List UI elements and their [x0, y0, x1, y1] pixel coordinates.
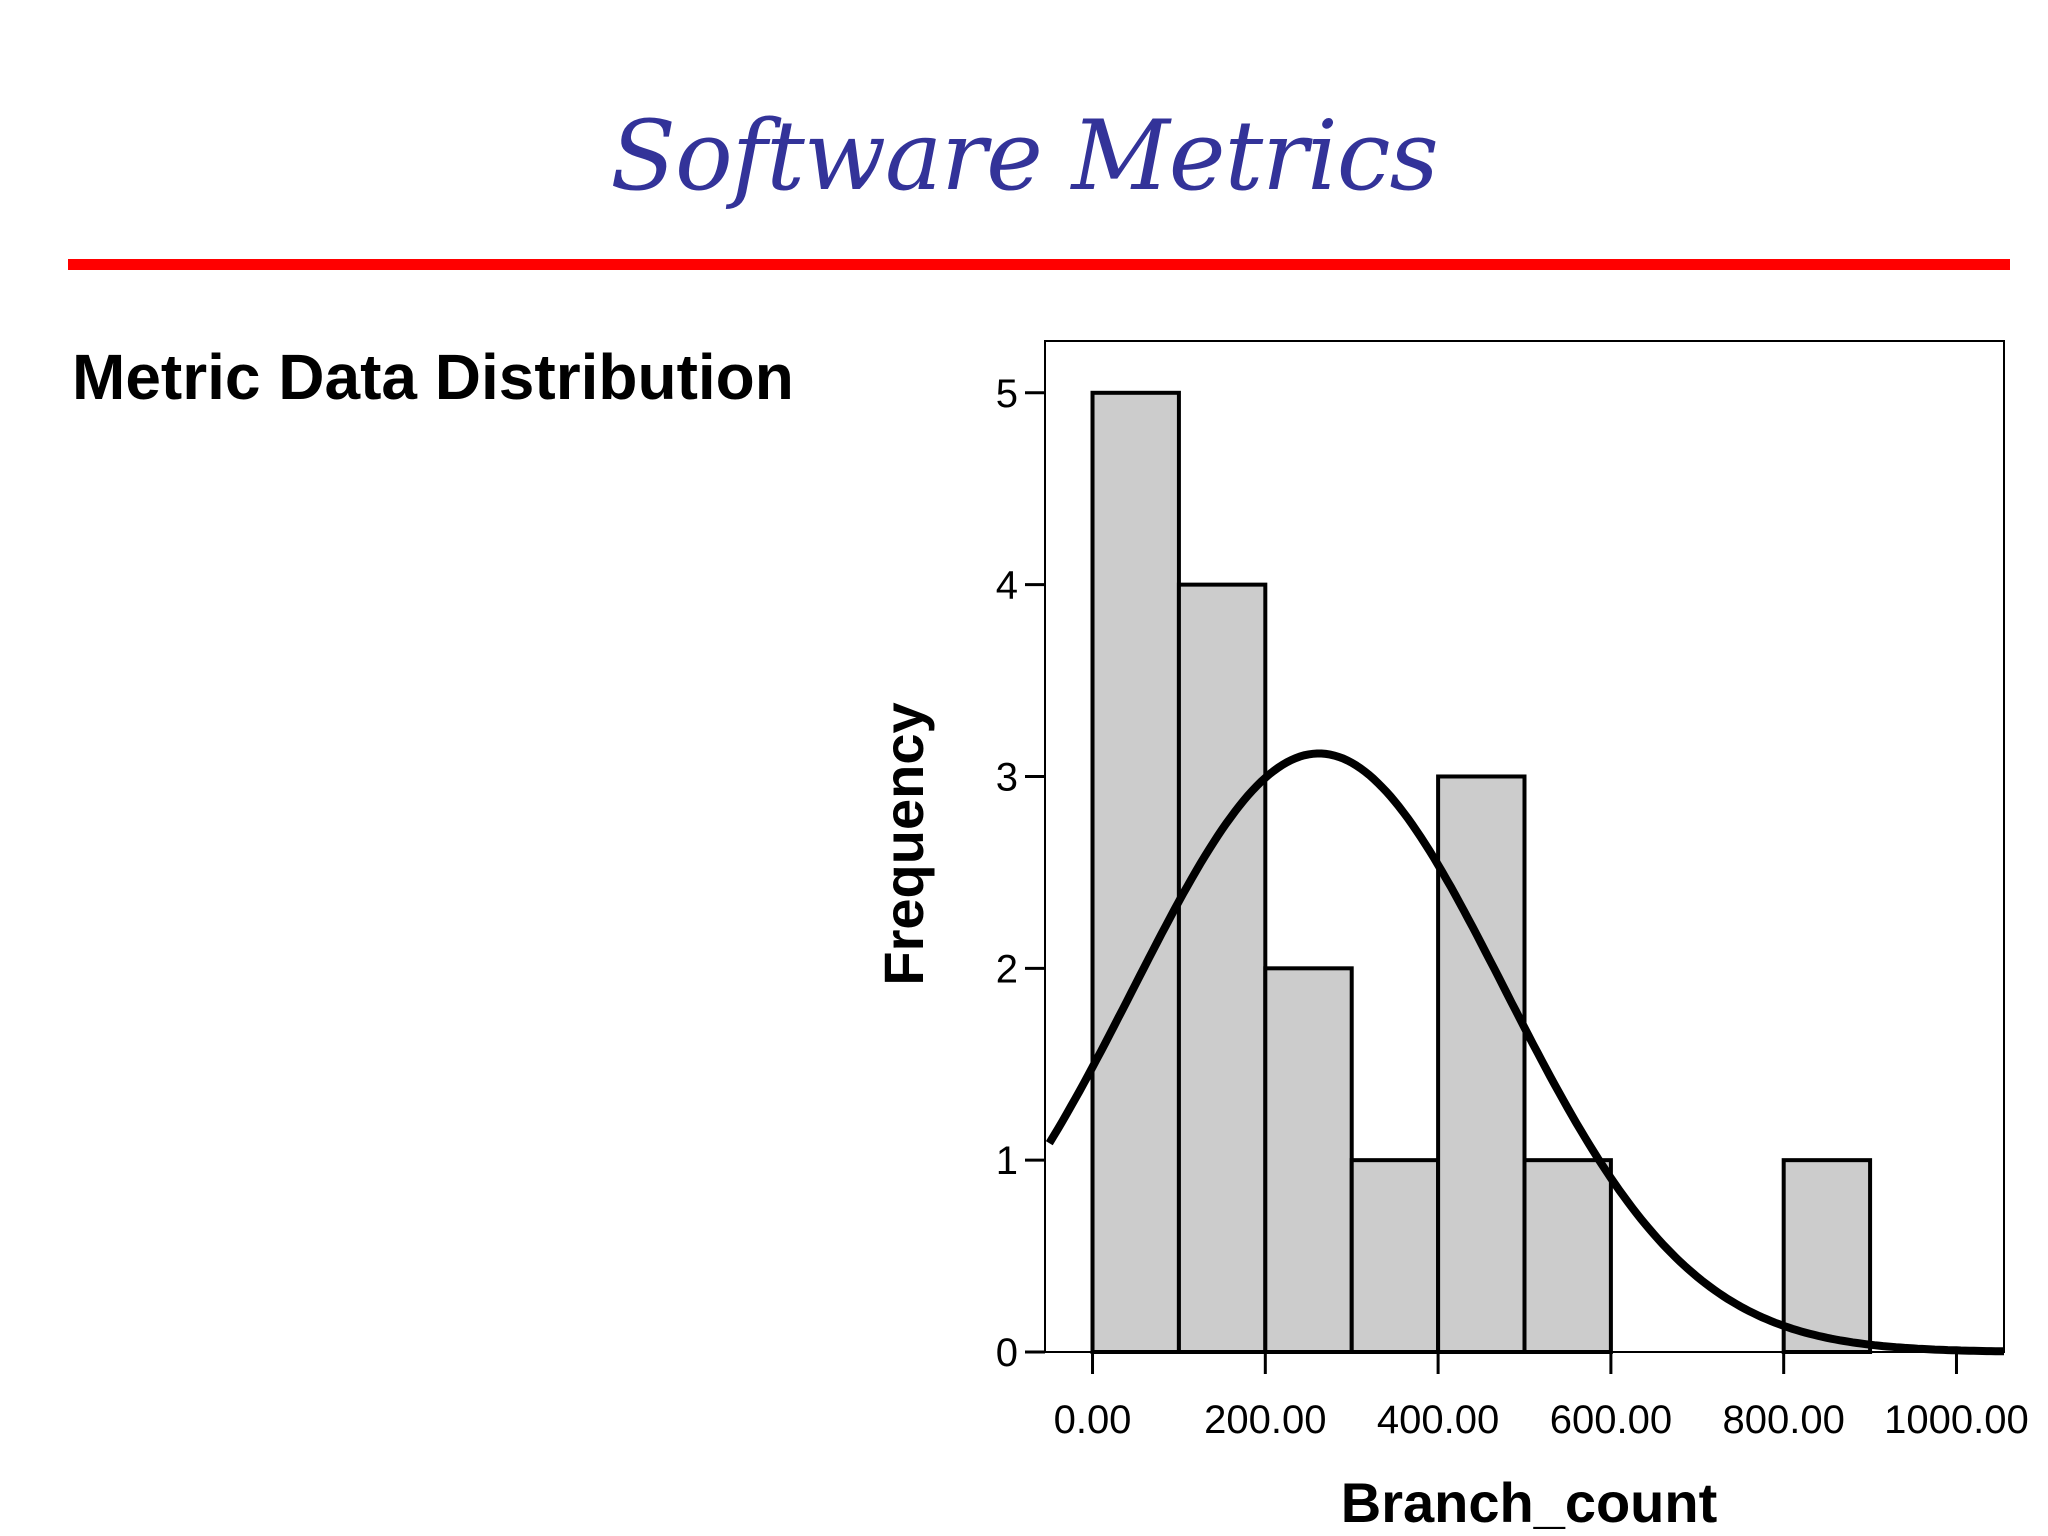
y-tick-label-0: 0	[996, 1331, 1018, 1375]
section-heading: Metric Data Distribution	[72, 341, 794, 413]
x-tick-label-400: 400.00	[1377, 1398, 1499, 1442]
histogram-bar-6	[1522, 1158, 1613, 1355]
y-tick-label-1: 1	[996, 1139, 1018, 1183]
x-tick-label-200: 200.00	[1204, 1398, 1326, 1442]
x-axis-title: Branch_count	[1341, 1471, 1718, 1534]
histogram-bar-4	[1349, 1158, 1441, 1355]
y-tick-label-2: 2	[996, 947, 1018, 991]
histogram-bar-5	[1436, 774, 1527, 1354]
histogram-bar-2	[1176, 582, 1268, 1354]
x-tick-label-800: 800.00	[1723, 1398, 1845, 1442]
histogram-bar-1	[1090, 390, 1181, 1355]
x-tick-label-0: 0.00	[1054, 1398, 1132, 1442]
slide-title: Software Metrics	[610, 100, 1439, 212]
normal-curve	[1045, 749, 2004, 1356]
y-axis-title: Frequency	[872, 702, 935, 985]
y-tick-label-4: 4	[996, 564, 1018, 608]
y-tick-label-3: 3	[996, 755, 1018, 799]
title-underline-rule	[68, 259, 2010, 270]
histogram-bar-7	[1781, 1158, 1873, 1355]
histogram-bar-3	[1263, 966, 1354, 1354]
x-tick-label-1000: 1000.00	[1884, 1398, 2029, 1442]
x-tick-label-600: 600.00	[1550, 1398, 1672, 1442]
y-tick-label-5: 5	[996, 372, 1018, 416]
